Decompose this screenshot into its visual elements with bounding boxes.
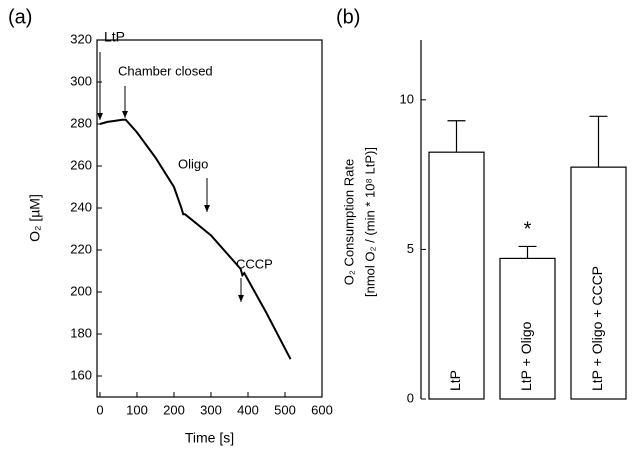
y-tick-label: 200 <box>70 283 92 298</box>
y-tick-label: 300 <box>70 73 92 88</box>
y-tick-label: 10 <box>400 91 414 106</box>
panel-label: (a) <box>8 6 32 28</box>
y-axis-label: O₂ [µM] <box>27 194 43 242</box>
x-tick-label: 100 <box>126 402 148 417</box>
y-tick-label: 160 <box>70 367 92 382</box>
bar-label: LtP + Oligo <box>518 321 534 391</box>
panel-label: (b) <box>336 6 360 28</box>
annotation: Oligo <box>178 156 208 171</box>
annotation: LtP <box>104 29 125 45</box>
annotation: CCCP <box>236 256 273 271</box>
bar <box>499 257 556 400</box>
x-tick-label: 200 <box>163 402 185 417</box>
significance: * <box>524 219 532 241</box>
plot-frame <box>96 39 323 398</box>
y-tick-label: 260 <box>70 157 92 172</box>
x-tick-label: 0 <box>96 402 103 417</box>
data-line <box>99 118 292 360</box>
y-tick-label: 320 <box>70 31 92 46</box>
x-tick-label: 400 <box>237 402 259 417</box>
y-tick-label: 180 <box>70 325 92 340</box>
y-tick-label: 0 <box>407 390 414 405</box>
arrow-head <box>122 111 128 118</box>
arrow-head <box>204 205 210 212</box>
y-tick-label: 240 <box>70 199 92 214</box>
y-axis-label: [nmol O₂ / (min * 10⁸ LtP)] <box>362 147 377 297</box>
y-axis-label: O₂ Consumption Rate <box>341 159 356 285</box>
annotation: Chamber closed <box>118 63 213 78</box>
bar <box>428 151 485 400</box>
x-tick-label: 500 <box>274 402 296 417</box>
bar-label: LtP <box>447 370 463 391</box>
x-tick-label: 300 <box>200 402 222 417</box>
bar-label: LtP + Oligo + CCCP <box>589 266 605 391</box>
y-tick-label: 280 <box>70 115 92 130</box>
arrow-head <box>97 113 103 120</box>
y-tick-label: 5 <box>407 241 414 256</box>
x-tick-label: 600 <box>311 402 333 417</box>
arrow-head <box>238 295 244 302</box>
y-tick-label: 220 <box>70 241 92 256</box>
x-axis-label: Time [s] <box>185 430 234 446</box>
bar <box>570 166 627 400</box>
